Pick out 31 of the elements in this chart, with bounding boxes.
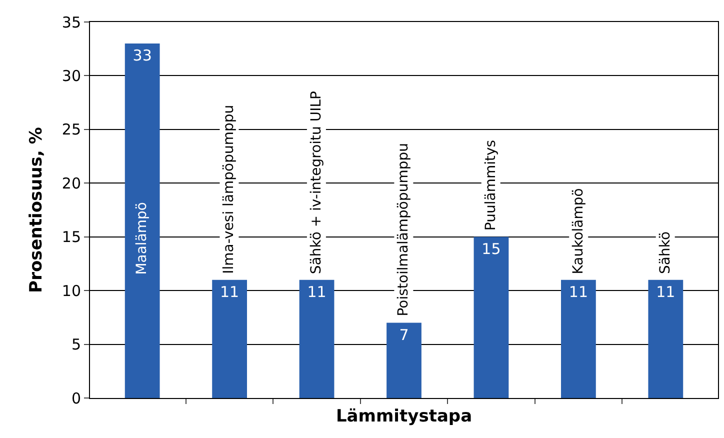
x-tick-label: Kaukolämpö <box>570 188 587 274</box>
y-tick-label: 25 <box>62 120 81 139</box>
bar <box>474 236 509 398</box>
x-axis-title: Lämmitystapa <box>336 406 472 426</box>
data-label: 11 <box>656 282 676 301</box>
x-tick-label: Maalämpö <box>134 202 150 275</box>
y-tick-label: 10 <box>62 282 81 300</box>
x-tick-label: Sähkö + iv-integroitu UILP <box>308 91 324 274</box>
y-tick-label: 20 <box>62 174 81 192</box>
y-axis-title: Prosentiosuus, % <box>26 127 46 293</box>
data-label: 15 <box>482 240 501 258</box>
bar <box>386 322 422 398</box>
y-tick-label: 0 <box>71 389 81 408</box>
bar <box>124 43 160 398</box>
bar <box>299 280 334 398</box>
bar <box>561 280 596 398</box>
x-tick-label: Puulämmitys <box>482 140 499 231</box>
x-tick-label: Ilma-vesi lämpöpumppu <box>221 104 238 274</box>
y-tick-label: 15 <box>62 228 81 246</box>
y-tick-label: 30 <box>62 66 81 85</box>
bar <box>648 280 684 398</box>
x-tick-label: Poistoilmalämpöpumppu <box>396 142 412 316</box>
data-label: 11 <box>307 282 326 301</box>
y-tick-label: 5 <box>71 336 81 354</box>
data-label: 11 <box>568 282 588 301</box>
data-label: 11 <box>220 282 240 301</box>
bar <box>212 280 247 398</box>
data-label: 33 <box>132 46 152 64</box>
data-label: 7 <box>399 326 409 344</box>
y-tick-label: 35 <box>62 13 81 32</box>
x-tick-label: Sähkö <box>657 231 674 274</box>
